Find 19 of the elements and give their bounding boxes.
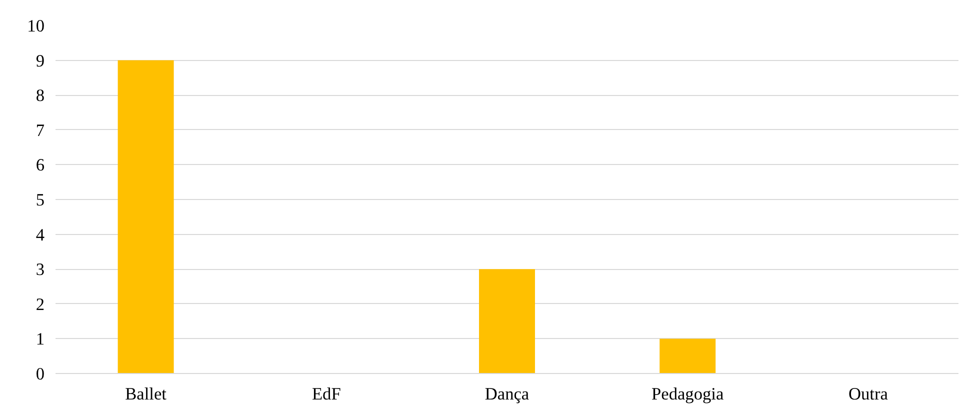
y-tick-label: 10: [27, 16, 44, 36]
x-tick-label: Outra: [848, 384, 888, 404]
bar: [479, 269, 535, 374]
x-tick-label: Ballet: [125, 384, 167, 404]
y-tick-label: 3: [36, 260, 45, 280]
y-tick-label: 8: [36, 86, 45, 106]
y-tick-label: 0: [36, 364, 45, 384]
x-tick-label: Dança: [484, 384, 530, 404]
y-tick-label: 1: [36, 330, 45, 349]
x-tick-label: Pedagogia: [652, 384, 724, 404]
bar: [118, 60, 174, 374]
y-tick-label: 7: [36, 120, 45, 140]
y-tick-label: 2: [36, 294, 45, 314]
bar: [660, 338, 716, 374]
y-tick-label: 5: [36, 190, 45, 210]
y-tick-label: 6: [36, 156, 45, 175]
x-tick-label: EdF: [312, 384, 342, 404]
y-tick-label: 4: [36, 225, 45, 244]
y-tick-label: 9: [36, 51, 45, 70]
